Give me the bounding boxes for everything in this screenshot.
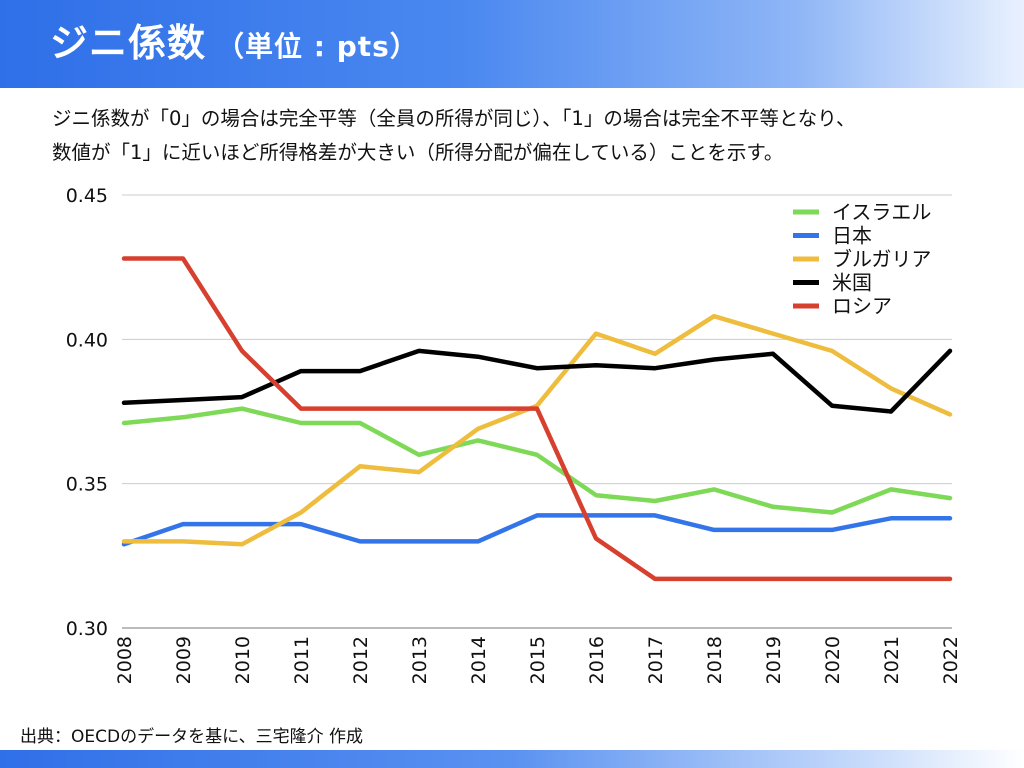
y-tick-label: 0.40 <box>66 329 108 351</box>
x-tick-label: 2015 <box>527 636 549 684</box>
x-tick-label: 2019 <box>763 636 785 684</box>
legend-label-1: 日本 <box>832 224 872 248</box>
series-line-2 <box>121 313 953 547</box>
legend-label-0: イスラエル <box>832 200 931 224</box>
header-bar: ジニ係数 （単位 : pts） <box>0 0 1024 88</box>
x-tick-label: 2020 <box>822 636 844 684</box>
footer-bar <box>0 750 1024 768</box>
series-line-0 <box>121 406 953 515</box>
legend-label-3: 米国 <box>832 271 872 295</box>
x-tick-label: 2008 <box>114 636 136 684</box>
x-tick-label: 2010 <box>232 636 254 684</box>
source-note: 出典：OECDのデータを基に、三宅隆介 作成 <box>20 727 363 747</box>
x-tick-label: 2011 <box>291 636 313 684</box>
description: ジニ係数が「0」の場合は完全平等（全員の所得が同じ）、「1」の場合は完全不平等と… <box>52 102 992 170</box>
x-tick-label: 2013 <box>409 636 431 684</box>
x-tick-label: 2022 <box>940 636 962 684</box>
x-tick-label: 2021 <box>881 636 903 684</box>
description-line-1: ジニ係数が「0」の場合は完全平等（全員の所得が同じ）、「1」の場合は完全不平等と… <box>52 107 856 130</box>
title-text: ジニ係数 <box>50 21 207 65</box>
title-unit: （単位 : pts） <box>216 30 419 63</box>
series-line-3 <box>121 348 953 414</box>
series-line-1 <box>121 513 953 547</box>
page-title: ジニ係数 （単位 : pts） <box>50 12 419 67</box>
y-tick-label: 0.30 <box>66 618 108 640</box>
legend-label-2: ブルガリア <box>832 247 931 271</box>
legend-label-4: ロシア <box>832 294 892 318</box>
x-tick-label: 2018 <box>704 636 726 684</box>
series-line-4 <box>121 256 953 582</box>
x-tick-label: 2017 <box>645 636 667 684</box>
x-tick-label: 2009 <box>173 636 195 684</box>
description-line-2: 数値が「1」に近いほど所得格差が大きい（所得分配が偏在している）ことを示す。 <box>52 141 784 164</box>
y-tick-label: 0.35 <box>66 474 108 496</box>
x-tick-label: 2014 <box>468 636 490 684</box>
y-tick-label: 0.45 <box>66 185 108 207</box>
x-tick-label: 2012 <box>350 636 372 684</box>
x-tick-label: 2016 <box>586 636 608 684</box>
